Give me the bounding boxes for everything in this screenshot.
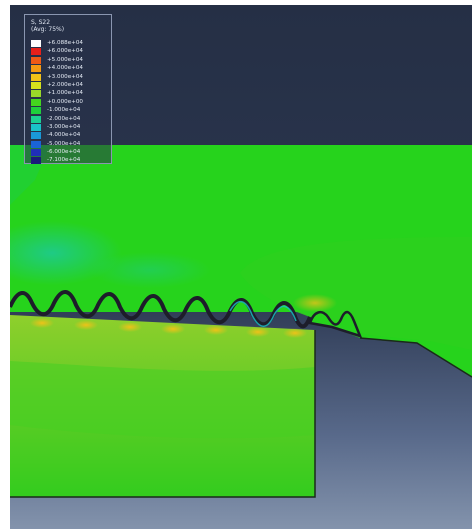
thread-root-hotspot xyxy=(283,328,307,338)
legend-variable: S, S22 xyxy=(31,19,51,26)
legend-color-swatch xyxy=(31,40,41,47)
legend-value-label: +2.000e+04 xyxy=(47,81,83,88)
engaged-thread-teeth xyxy=(308,310,363,339)
legend-value-label: +5.000e+04 xyxy=(47,56,83,63)
thread-root-hotspot xyxy=(118,322,142,332)
legend-color-swatch xyxy=(31,90,41,98)
legend-color-swatch xyxy=(31,123,41,131)
thread-root-hotspot xyxy=(246,327,270,337)
stress-contour-plot xyxy=(10,145,472,498)
legend-color-swatch xyxy=(31,48,41,56)
thread-root-hotspot xyxy=(161,324,185,334)
legend-value-label: -4.000e+04 xyxy=(47,132,81,139)
thread-profile xyxy=(10,290,312,329)
fea-viewport[interactable]: S, S22 (Avg: 75%) +6.088e+04 +6.000e+04 +5… xyxy=(10,5,472,529)
thread-root-hotspot xyxy=(204,325,228,335)
legend-value-label: -2.000e+04 xyxy=(47,115,81,122)
legend-color-swatch xyxy=(31,81,41,89)
legend-value-label: +1.000e+04 xyxy=(47,90,83,97)
legend-color-swatch xyxy=(31,98,41,106)
legend-color-swatch xyxy=(31,56,41,64)
lower-part-outline xyxy=(10,330,316,498)
engagement-hotspot xyxy=(293,294,337,312)
legend-value-label: +3.000e+04 xyxy=(47,73,83,80)
legend-value-label: +6.000e+04 xyxy=(47,48,83,55)
legend-color-swatch xyxy=(31,115,41,123)
legend-color-swatch xyxy=(31,149,41,157)
legend-value-label: +6.088e+04 xyxy=(47,40,83,46)
legend-value-label: -5.000e+04 xyxy=(47,140,81,147)
thread-profile-highlight xyxy=(229,301,297,327)
legend-value-label: -3.000e+04 xyxy=(47,123,81,130)
legend-color-swatch xyxy=(31,132,41,140)
legend-color-swatch xyxy=(31,65,41,73)
legend-color-swatch xyxy=(31,140,41,148)
legend-color-swatch xyxy=(31,107,41,115)
legend-value-label: -1.000e+04 xyxy=(47,107,81,114)
thread-root-hotspot xyxy=(74,320,98,330)
upper-part-outline xyxy=(359,337,472,378)
legend-value-label: +4.000e+04 xyxy=(47,65,83,72)
legend-value-label: +0.000e+00 xyxy=(47,98,83,105)
legend-color-swatch xyxy=(31,157,41,165)
legend-value-label: -6.000e+04 xyxy=(47,149,81,156)
upper-right-contour xyxy=(240,237,472,350)
legend-color-swatch xyxy=(31,73,41,81)
thread-root-hotspot xyxy=(30,318,54,328)
legend-averaging: (Avg: 75%) xyxy=(31,26,65,33)
lower-contour-band xyxy=(10,361,315,439)
legend-value-label: -7.100e+04 xyxy=(47,157,81,164)
tension-zone-2 xyxy=(90,252,210,288)
contour-legend: S, S22 (Avg: 75%) +6.088e+04 +6.000e+04 +5… xyxy=(24,14,112,165)
